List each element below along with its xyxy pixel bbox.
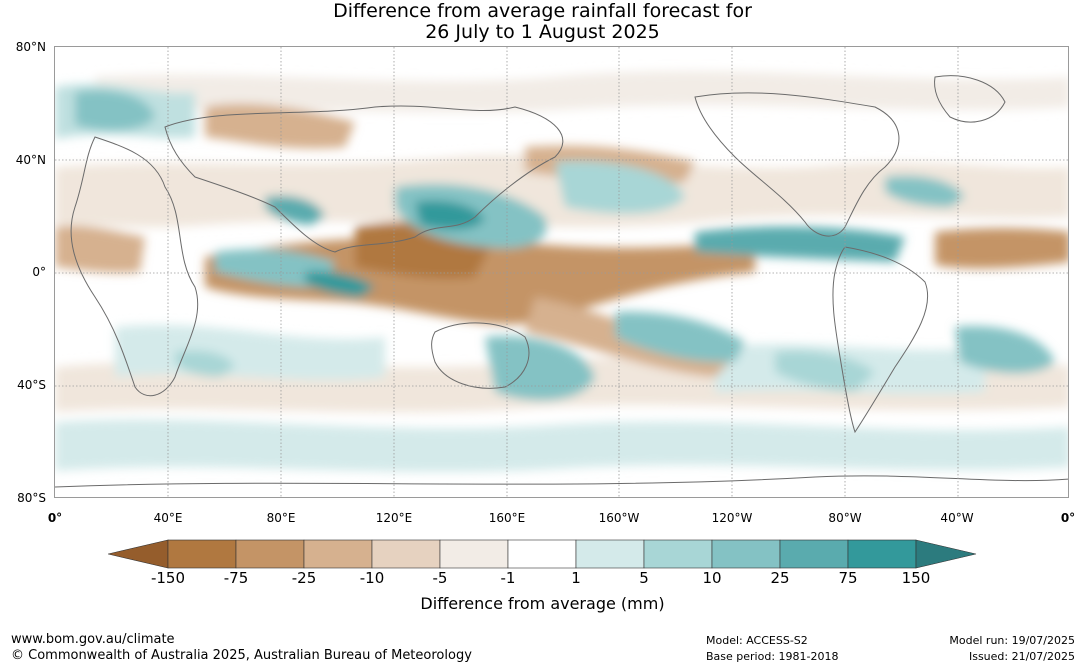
lon-label-80e: 80°E bbox=[266, 511, 296, 525]
colorbar bbox=[108, 539, 977, 569]
graticule bbox=[55, 47, 1068, 497]
colorbar-arrow-low bbox=[108, 539, 169, 569]
colorbar-segment bbox=[235, 539, 305, 569]
anomaly-region bbox=[95, 71, 1068, 113]
colorbar-segment bbox=[779, 539, 849, 569]
anomaly-region bbox=[115, 324, 385, 380]
map-title-line-1: Difference from average rainfall forecas… bbox=[333, 0, 752, 22]
anomaly-region bbox=[55, 225, 145, 273]
lat-label-80n: 80°N bbox=[15, 40, 46, 54]
africa-coastline bbox=[70, 136, 199, 397]
anomaly-region bbox=[775, 350, 875, 392]
colorbar-tick-label: -150 bbox=[150, 569, 186, 587]
model-run-date: Model run: 19/07/2025 bbox=[949, 634, 1075, 647]
colorbar-tick-label: -10 bbox=[359, 569, 385, 587]
antarctica-coastline bbox=[55, 475, 1068, 488]
colorbar-tick-label: 10 bbox=[702, 569, 722, 587]
colorbar-segment bbox=[167, 539, 237, 569]
anomaly-field bbox=[55, 71, 1068, 472]
lon-label-40w: 40°W bbox=[940, 511, 974, 525]
anomaly-region bbox=[175, 350, 235, 377]
eurasia-coastline bbox=[164, 105, 564, 253]
anomaly-region bbox=[885, 175, 965, 207]
anomaly-region bbox=[935, 228, 1068, 269]
map-title-line-2: 26 July to 1 August 2025 bbox=[425, 21, 660, 43]
north-america-coastline bbox=[694, 92, 900, 237]
anomaly-region bbox=[415, 200, 485, 230]
colorbar-segment bbox=[643, 539, 713, 569]
lon-label-120w: 120°W bbox=[711, 511, 753, 525]
anomaly-region bbox=[555, 161, 685, 214]
colorbar-tick-label: -75 bbox=[223, 569, 249, 587]
lat-label-40n: 40°N bbox=[15, 153, 46, 167]
lon-label-0-west: 0° bbox=[47, 511, 63, 525]
anomaly-region bbox=[55, 419, 1068, 472]
anomaly-region bbox=[955, 326, 1055, 374]
lon-label-120e: 120°E bbox=[375, 511, 413, 525]
colorbar-arrow-high bbox=[915, 539, 977, 569]
colorbar-tick-label: 150 bbox=[901, 569, 931, 587]
colorbar-tick-label: 5 bbox=[639, 569, 649, 587]
map-canvas bbox=[55, 47, 1068, 497]
colorbar-tick-label: 1 bbox=[571, 569, 581, 587]
anomaly-region bbox=[75, 89, 155, 131]
colorbar-segment bbox=[711, 539, 781, 569]
anomaly-region bbox=[695, 226, 905, 262]
lat-label-equator: 0° bbox=[32, 265, 46, 279]
issued-date: Issued: 21/07/2025 bbox=[968, 650, 1075, 663]
colorbar-segment bbox=[439, 539, 509, 569]
anomaly-region bbox=[305, 271, 375, 297]
lon-label-40e: 40°E bbox=[153, 511, 183, 525]
lon-label-0-east: 0° bbox=[1060, 511, 1076, 525]
anomaly-region bbox=[615, 311, 745, 363]
rainfall-anomaly-map bbox=[54, 46, 1069, 498]
anomaly-region bbox=[205, 237, 755, 325]
australia-coastline bbox=[431, 322, 530, 389]
lon-label-160w: 160°W bbox=[598, 511, 640, 525]
colorbar-segment bbox=[303, 539, 373, 569]
colorbar-segment bbox=[847, 539, 917, 569]
anomaly-region bbox=[205, 103, 355, 149]
lon-label-160e: 160°E bbox=[488, 511, 526, 525]
colorbar-tick-label: 75 bbox=[838, 569, 858, 587]
anomaly-region bbox=[265, 195, 325, 225]
model-name: Model: ACCESS-S2 bbox=[706, 634, 808, 647]
colorbar-tick-label: -5 bbox=[432, 569, 448, 587]
greenland-coastline bbox=[934, 75, 1006, 123]
south-america-coastline bbox=[832, 246, 929, 434]
colorbar-segment bbox=[507, 539, 577, 569]
colorbar-tick-label: -1 bbox=[500, 569, 516, 587]
copyright-text: © Commonwealth of Australia 2025, Austra… bbox=[11, 648, 472, 663]
lon-label-80w: 80°W bbox=[828, 511, 862, 525]
colorbar-segment bbox=[371, 539, 441, 569]
base-period: Base period: 1981-2018 bbox=[706, 650, 839, 663]
colorbar-segment bbox=[575, 539, 645, 569]
coastlines bbox=[55, 75, 1068, 488]
lat-label-40s: 40°S bbox=[17, 378, 46, 392]
colorbar-tick-label: -25 bbox=[291, 569, 317, 587]
colorbar-tick-label: 25 bbox=[770, 569, 790, 587]
colorbar-label: Difference from average (mm) bbox=[420, 594, 665, 613]
source-url: www.bom.gov.au/climate bbox=[11, 632, 175, 647]
anomaly-region bbox=[485, 336, 595, 401]
lat-label-80s: 80°S bbox=[17, 491, 46, 505]
